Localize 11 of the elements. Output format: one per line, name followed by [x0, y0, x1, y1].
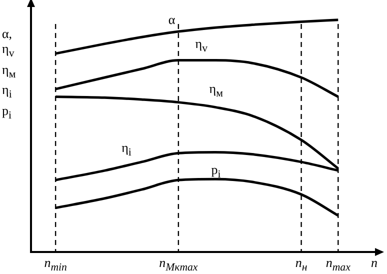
x-tick-label: n$_{Mкmax}$: [159, 255, 198, 274]
series-label: η$_{v}$: [195, 36, 208, 55]
series-label: η$_{i}$: [122, 140, 132, 159]
text: α, η$_{v}$ η$_{м}$ η$_{i}$ p$_{i}$: [2, 26, 16, 122]
x-tick-label: n$_{н}$: [295, 255, 308, 274]
series-label: p$_{i}$: [211, 162, 221, 181]
x-tick-label: n$_{min}$: [44, 255, 67, 274]
x-tick-label: n$_{max}$: [326, 255, 350, 274]
series-label: η$_{м}$: [209, 81, 223, 100]
series-label: α: [168, 12, 176, 28]
x-axis-title: n: [371, 255, 378, 271]
